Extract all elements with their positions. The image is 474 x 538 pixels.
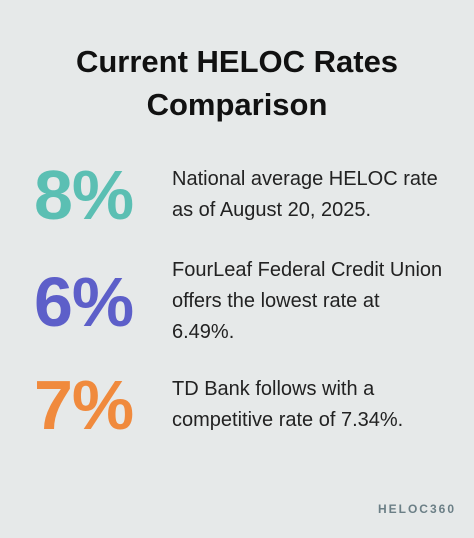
stat-item: 7% TD Bank follows with a competitive rat… bbox=[34, 370, 454, 440]
logo: HELOC360 bbox=[377, 502, 456, 516]
stat-value: 7% bbox=[34, 366, 134, 444]
stat-item: 6% FourLeaf Federal Credit Union offers t… bbox=[34, 255, 454, 348]
stat-description: TD Bank follows with a competitive rate … bbox=[172, 378, 404, 431]
stat-value: 6% bbox=[34, 262, 134, 341]
stat-item: 8% National average HELOC rate as of Augu… bbox=[34, 160, 454, 230]
stat-value: 8% bbox=[34, 156, 134, 234]
stat-description: National average HELOC rate as of August… bbox=[172, 168, 438, 221]
stat-description: FourLeaf Federal Credit Union offers the… bbox=[172, 259, 443, 343]
title: Current HELOC Rates Comparison bbox=[75, 44, 399, 122]
